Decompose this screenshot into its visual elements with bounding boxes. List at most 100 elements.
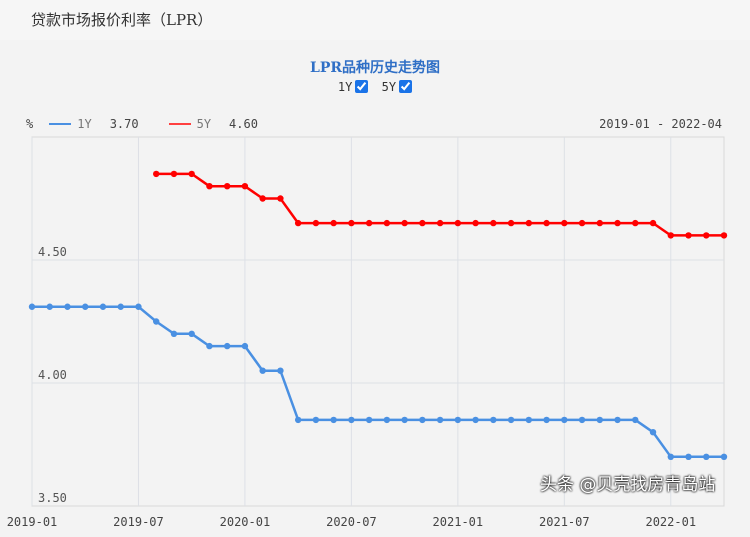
data-point-5y [419, 219, 426, 227]
data-point-1y [490, 416, 497, 424]
toggle-1y[interactable]: 1Y [337, 80, 369, 94]
legend-name-5y: 5Y [196, 117, 212, 131]
data-point-5y [614, 219, 621, 227]
data-point-5y [703, 232, 710, 239]
legend-value-5y: 4.60 [229, 117, 258, 131]
data-point-1y [46, 303, 53, 310]
data-point-5y [277, 195, 284, 202]
data-point-1y [28, 303, 36, 310]
data-point-5y [365, 219, 373, 227]
data-point-1y [507, 416, 515, 424]
data-point-5y [720, 232, 728, 239]
legend-swatch-1y [49, 123, 72, 125]
x-tick-label: 2019-07 [113, 515, 164, 529]
toggle-1y-checkbox[interactable] [355, 80, 369, 93]
x-tick-label: 2020-07 [326, 515, 377, 529]
data-point-5y [188, 170, 195, 178]
data-point-1y [543, 416, 550, 424]
data-point-1y [241, 342, 249, 350]
series-line-1y [32, 305, 724, 459]
data-point-1y [188, 330, 195, 337]
plot-border [31, 136, 725, 507]
data-point-1y [365, 416, 373, 424]
data-point-1y [64, 303, 71, 310]
data-point-1y [206, 342, 213, 350]
data-point-5y [472, 219, 479, 227]
data-point-5y [241, 183, 249, 190]
data-point-5y [525, 219, 533, 227]
data-point-5y [490, 219, 497, 227]
chart-title: LPR品种历史走势图 [309, 60, 440, 76]
legend-name-1y: 1Y [77, 117, 92, 131]
y-tick-label: 4.00 [38, 368, 67, 382]
data-point-1y [312, 416, 320, 424]
x-tick-label: 2021-07 [539, 515, 590, 529]
data-point-1y [472, 416, 479, 424]
data-point-1y [348, 416, 355, 424]
data-point-5y [543, 219, 550, 227]
data-point-1y [632, 416, 639, 424]
data-point-5y [596, 219, 603, 227]
data-point-1y [561, 416, 568, 424]
data-point-1y [685, 453, 692, 460]
y-tick-label: 4.50 [38, 245, 67, 259]
data-point-1y [99, 303, 107, 310]
data-point-5y [578, 219, 586, 227]
legend-swatch-5y [168, 123, 191, 125]
data-point-1y [401, 416, 408, 424]
data-point-5y [561, 219, 568, 227]
x-tick-label: 2020-01 [220, 515, 271, 529]
data-point-5y [206, 183, 213, 190]
data-point-5y [330, 219, 337, 227]
data-point-1y [525, 416, 533, 424]
series-toggles: 1Y 5Y [0, 80, 750, 94]
data-point-1y [720, 453, 728, 460]
page-title: 贷款市场报价利率（LPR） [31, 11, 213, 29]
page-header: 贷款市场报价利率（LPR） [0, 0, 750, 40]
data-point-1y [383, 416, 391, 424]
data-point-1y [667, 453, 674, 460]
data-point-5y [454, 219, 462, 227]
data-point-5y [312, 219, 320, 227]
watermark: 头条 @贝壳找房青岛站 [540, 475, 716, 495]
toggle-5y[interactable]: 5Y [381, 80, 413, 94]
data-point-5y [348, 219, 355, 227]
data-point-1y [436, 416, 444, 424]
x-tick-label: 2022-01 [645, 515, 696, 529]
data-point-1y [117, 303, 124, 310]
data-point-5y [383, 219, 391, 227]
data-point-1y [170, 330, 178, 337]
data-point-1y [419, 416, 426, 424]
data-point-1y [454, 416, 462, 424]
data-point-1y [277, 367, 284, 374]
data-point-1y [703, 453, 710, 460]
y-tick-label: 3.50 [38, 491, 67, 505]
data-point-5y [294, 219, 302, 227]
data-point-5y [170, 170, 178, 178]
unit-label: % [26, 117, 34, 131]
data-point-5y [507, 219, 515, 227]
data-point-1y [153, 318, 160, 325]
data-point-5y [632, 219, 639, 227]
data-point-1y [259, 367, 266, 374]
data-point-1y [578, 416, 586, 424]
data-point-1y [294, 416, 302, 424]
legend: % 1Y 3.70 5Y 4.60 [26, 117, 258, 131]
toggle-5y-label: 5Y [381, 80, 397, 94]
data-point-5y [401, 219, 408, 227]
data-point-5y [685, 232, 692, 239]
data-point-5y [667, 232, 674, 239]
legend-value-1y: 3.70 [109, 117, 139, 131]
data-point-1y [223, 342, 231, 350]
data-point-1y [614, 416, 621, 424]
toggle-1y-label: 1Y [337, 80, 353, 94]
data-point-5y [153, 170, 160, 178]
toggle-5y-checkbox[interactable] [399, 80, 413, 93]
data-point-1y [135, 303, 142, 310]
data-point-1y [649, 429, 657, 436]
data-point-1y [596, 416, 603, 424]
date-range: 2019-01 - 2022-04 [599, 117, 722, 131]
data-point-5y [649, 219, 657, 227]
data-point-5y [223, 183, 231, 190]
